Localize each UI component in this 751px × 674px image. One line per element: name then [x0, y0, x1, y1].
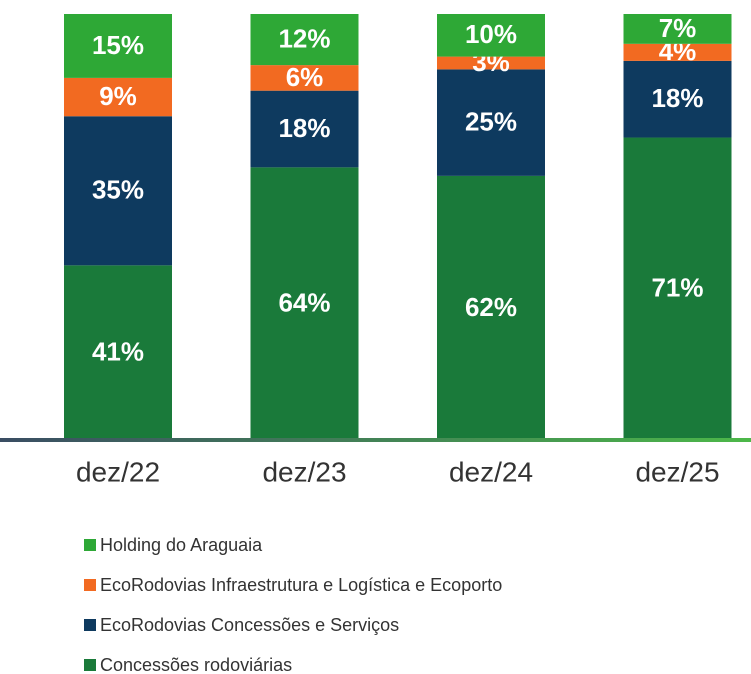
data-label: 62% [465, 292, 517, 322]
bar-segment [437, 56, 545, 70]
x-tick-label: dez/24 [449, 456, 533, 487]
legend-swatch [84, 579, 96, 591]
data-label: 41% [92, 337, 144, 367]
bar-segment [437, 69, 545, 176]
bar-segment [64, 14, 172, 78]
data-label: 64% [278, 288, 330, 318]
data-label: 71% [651, 273, 703, 303]
data-label: 35% [92, 175, 144, 205]
bar-segment [437, 14, 545, 57]
legend-label: Holding do Araguaia [100, 535, 263, 555]
x-tick-label: dez/22 [76, 456, 160, 487]
bar-segment [64, 77, 172, 117]
baseline [0, 438, 751, 442]
data-label: 18% [651, 83, 703, 113]
bar-segment [623, 137, 732, 441]
data-label: 6% [286, 62, 324, 92]
x-tick-label: dez/23 [262, 456, 346, 487]
legend-label: EcoRodovias Infraestrutura e Logística e… [100, 575, 502, 595]
data-label: 15% [92, 30, 144, 60]
bar-segment [437, 175, 545, 440]
legend-swatch [84, 619, 96, 631]
legend-label: EcoRodovias Concessões e Serviços [100, 615, 399, 635]
bar-segment [623, 60, 732, 138]
bar-segment [64, 116, 172, 266]
data-label: 18% [278, 113, 330, 143]
bar-segment [250, 90, 359, 168]
bar-segment [64, 265, 172, 440]
x-tick-label: dez/25 [635, 456, 719, 487]
bar-segment [623, 14, 732, 44]
data-label: 25% [465, 107, 517, 137]
legend-label: Concessões rodoviárias [100, 655, 292, 674]
data-label: 7% [659, 13, 697, 43]
legend-swatch [84, 539, 96, 551]
bar-segment [250, 167, 359, 441]
data-label: 9% [99, 81, 137, 111]
bar-segment [250, 14, 359, 66]
bar-segment [250, 65, 359, 91]
data-label: 12% [278, 23, 330, 53]
legend-swatch [84, 659, 96, 671]
bar-segment [623, 43, 732, 61]
data-label: 10% [465, 19, 517, 49]
